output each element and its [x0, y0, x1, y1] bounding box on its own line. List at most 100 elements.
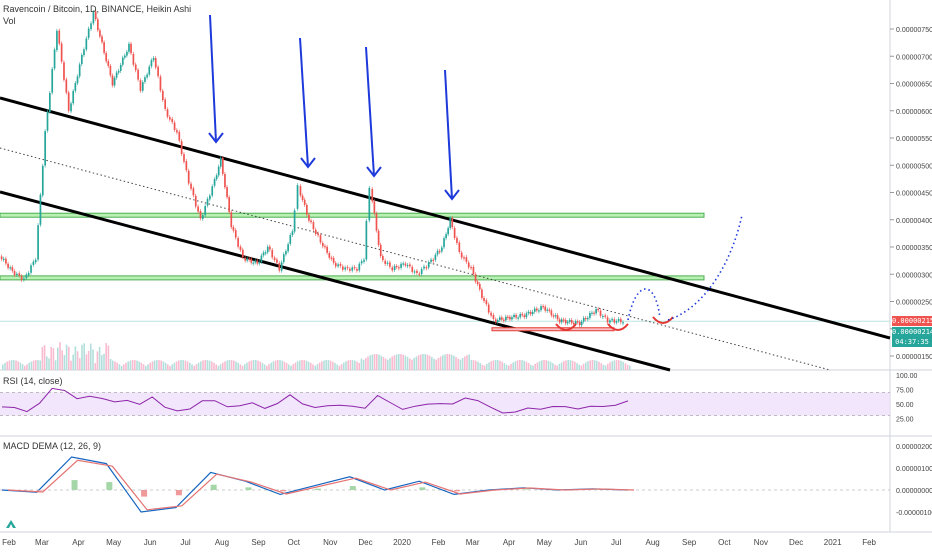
candle-body [441, 248, 443, 252]
candle-body [58, 30, 60, 43]
candle-body [477, 282, 479, 285]
candle-body [146, 75, 148, 78]
candle-body [30, 265, 32, 272]
volume-bar [429, 356, 431, 370]
volume-bar [356, 362, 358, 370]
volume-bar [319, 363, 321, 370]
candle-body [488, 305, 490, 313]
candle-body [137, 70, 139, 80]
candle-body [358, 264, 360, 271]
volume-bar [411, 360, 413, 370]
candle-body [289, 235, 291, 244]
candle-body [300, 186, 302, 195]
volume-bar [279, 360, 281, 370]
macd-histogram-bar [176, 490, 182, 495]
candle-body [222, 158, 224, 174]
down-arrow-shaft [300, 38, 308, 167]
volume-bar [218, 366, 220, 370]
volume-bar [409, 359, 411, 370]
macd-tick-label: 0.00000000 [896, 488, 932, 495]
volume-bar [363, 360, 365, 370]
volume-bar [627, 365, 629, 370]
candle-body [602, 316, 604, 317]
candle-body [211, 186, 213, 195]
candle-body [176, 130, 178, 132]
candle-body [99, 30, 101, 36]
macd-histogram-bar [37, 490, 43, 491]
candle-body [411, 267, 413, 272]
volume-bar [59, 342, 61, 370]
volume-bar [598, 362, 600, 370]
volume-bar [321, 361, 323, 370]
volume-bar [376, 354, 378, 370]
candle-body [405, 264, 407, 266]
volume-bar [64, 355, 66, 370]
volume-bar [310, 363, 312, 370]
candle-body [587, 318, 589, 319]
macd-tick-label: 0.00000100 [896, 466, 932, 473]
candle-body [1, 256, 3, 259]
volume-bar [378, 355, 380, 370]
time-tick-label: May [106, 538, 121, 547]
volume-bar [13, 360, 15, 370]
candle-body [90, 23, 92, 29]
volume-bar [605, 365, 607, 370]
volume-bar [352, 360, 354, 370]
candle-body [486, 300, 488, 304]
volume-bar [398, 354, 400, 370]
volume-bar [515, 361, 517, 370]
candle-body [542, 306, 544, 307]
volume-bar [563, 361, 565, 370]
macd-tick-label: 0.00000200 [896, 444, 932, 451]
volume-bar [28, 363, 30, 370]
volume-bar [154, 361, 156, 370]
candle-body [322, 243, 324, 246]
candle-body [351, 267, 353, 270]
volume-bar [275, 360, 277, 370]
candle-body [585, 318, 587, 319]
volume-bar [614, 360, 616, 370]
volume-bar [519, 360, 521, 370]
tradingview-logo-icon[interactable] [5, 517, 17, 529]
candle-body [317, 233, 319, 235]
candle-body [35, 260, 37, 262]
candle-body [313, 222, 315, 229]
candle-body [483, 298, 485, 301]
volume-bar [189, 363, 191, 370]
candle-body [304, 200, 306, 205]
volume-bar [160, 361, 162, 370]
volume-bar [600, 363, 602, 370]
candle-body [244, 258, 246, 261]
volume-bar [33, 361, 35, 370]
volume-bar [11, 360, 13, 370]
volume-bar [240, 364, 242, 370]
volume-bar [618, 360, 620, 370]
time-tick-label: Mar [466, 538, 480, 547]
volume-bar [609, 362, 611, 370]
candle-body [493, 315, 495, 319]
volume-bar [26, 364, 28, 370]
candle-body [153, 58, 155, 60]
volume-bar [572, 361, 574, 370]
volume-bar [46, 356, 48, 370]
channel-lower-line [0, 192, 670, 370]
volume-bar [622, 362, 624, 370]
volume-bar [501, 362, 503, 370]
candle-body [242, 250, 244, 258]
volume-bar [369, 355, 371, 370]
volume-bar [211, 362, 213, 370]
candle-body [315, 230, 317, 234]
time-tick-label: Jul [611, 538, 621, 547]
time-tick-label: Dec [358, 538, 372, 547]
volume-bar [603, 365, 605, 370]
candle-body [565, 320, 567, 323]
candle-body [228, 197, 230, 212]
volume-bar [442, 355, 444, 370]
resistance-zone [0, 213, 704, 217]
macd-histogram-bar [141, 490, 147, 497]
candle-body [144, 77, 146, 82]
candle-body [497, 320, 499, 322]
volume-bar [198, 363, 200, 370]
candle-body [331, 258, 333, 259]
volume-bar [167, 364, 169, 370]
